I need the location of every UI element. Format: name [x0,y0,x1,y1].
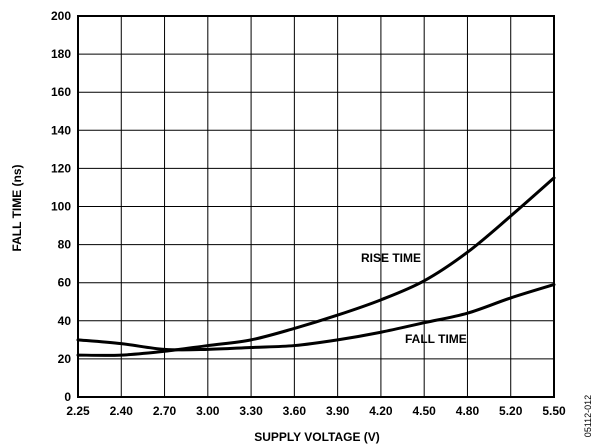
y-tick-label: 20 [58,352,72,366]
x-axis-title: SUPPLY VOLTAGE (V) [254,430,380,444]
y-tick-label: 200 [51,9,71,23]
plot-frame [77,15,555,398]
x-tick-label: 2.25 [66,404,90,418]
y-tick-label: 80 [58,238,72,252]
figure-id: 05112-012 [583,395,593,437]
x-tick-label: 2.70 [153,404,177,418]
series-line-fall-time [76,283,556,352]
x-tick-label: 2.40 [110,404,134,418]
x-tick-label: 4.80 [456,404,480,418]
y-tick-label: 180 [51,47,71,61]
y-tick-label: 100 [51,200,71,214]
x-tick-label: 3.60 [283,404,307,418]
fall-time-annotation: FALL TIME [405,332,467,346]
y-tick-label: 60 [58,276,72,290]
series-group [76,176,556,357]
y-tick-label: 160 [51,85,71,99]
x-tick-label: 3.00 [196,404,220,418]
series-line-rise-time [76,176,556,357]
x-tick-label: 5.50 [542,404,566,418]
x-tick-label: 3.90 [326,404,350,418]
x-tick-label: 3.30 [239,404,263,418]
y-tick-label: 40 [58,314,72,328]
y-tick-label: 140 [51,123,71,137]
x-tick-label: 5.20 [499,404,523,418]
grid [77,15,555,398]
tick-labels: 0 20 40 60 80 100 120 140 160 180 200 2.25 2.40 2.70 3… [51,9,566,418]
y-tick-label: 120 [51,161,71,175]
x-tick-label: 4.20 [369,404,393,418]
x-tick-label: 4.50 [413,404,437,418]
y-axis-title: FALL TIME (ns) [10,164,24,251]
rise-time-annotation: RISE TIME [361,251,421,265]
y-tick-label: 0 [64,390,71,404]
